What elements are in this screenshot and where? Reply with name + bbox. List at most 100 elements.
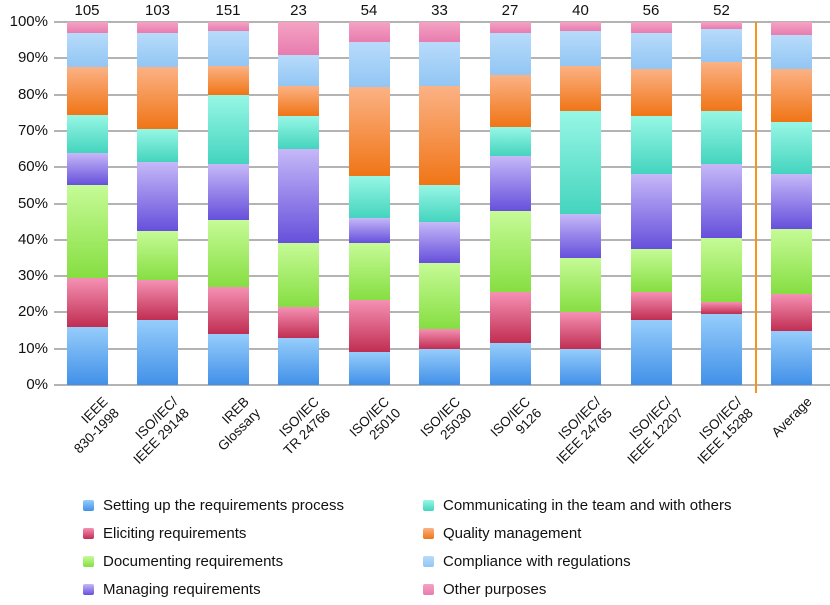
bar-segment [560, 65, 601, 111]
y-axis-tick-label: 60% [17, 158, 48, 176]
bar-segment [207, 22, 249, 32]
bar-iso-iec-ieee-24765 [560, 22, 601, 385]
bar-segment [560, 22, 601, 32]
bar-iso-iec-9126 [489, 22, 531, 385]
bar-segment [701, 301, 742, 315]
bar-segment [348, 299, 390, 353]
legend-swatch-icon [423, 499, 434, 511]
bar-segment [137, 67, 178, 130]
y-axis-tick-label: 40% [17, 230, 48, 248]
legend-column: Setting up the requirements process Elici… [83, 491, 344, 603]
average-separator-line [754, 22, 757, 393]
bar-count: 23 [290, 2, 307, 19]
bar-segment [348, 41, 390, 88]
bar-segment [630, 319, 672, 385]
bar-count: 103 [144, 2, 171, 19]
bar-segment [701, 163, 742, 238]
bar-count: 54 [360, 2, 378, 19]
bar-segment [770, 34, 812, 70]
legend-item-label: Documenting requirements [103, 552, 284, 570]
y-axis-tick-label: 20% [17, 303, 48, 321]
bar-segment [278, 22, 319, 55]
bar-segment [419, 328, 460, 349]
bar-segment [489, 127, 531, 157]
legend-swatch-icon [83, 527, 94, 539]
bar-segment [489, 292, 531, 344]
y-axis-tick-label: 70% [17, 121, 48, 139]
bar-segment [278, 149, 319, 244]
bar-segment [489, 156, 531, 211]
bar-iso-iec-ieee-15288 [701, 22, 742, 385]
legend-item: Other purposes [423, 575, 731, 603]
x-axis-category-label: IREB Glossary [203, 394, 263, 454]
x-axis-category-label: Average [769, 394, 815, 440]
bar-segment [207, 287, 249, 335]
legend-item: Setting up the requirements process [83, 491, 344, 519]
gridline [54, 21, 830, 23]
legend-item-label: Managing requirements [103, 580, 261, 598]
bar-segment [207, 94, 249, 164]
bar-segment [489, 32, 531, 75]
x-axis-category-label: ISO/IEC 25010 [347, 394, 404, 451]
bar-segment [137, 161, 178, 231]
bar-segment [419, 185, 460, 222]
bar-segment [489, 22, 531, 33]
bar-iso-iec-ieee-29148 [137, 22, 178, 385]
legend-column: Communicating in the team and with other… [423, 491, 731, 603]
bar-segment [419, 263, 460, 329]
y-axis-tick-label: 80% [17, 85, 48, 103]
x-axis-category-label: IEEE 830-1998 [60, 394, 122, 456]
bar-segment [770, 69, 812, 122]
bar-segment [278, 306, 319, 338]
bar-iso-iec-25010 [348, 22, 390, 385]
bar-segment [701, 238, 742, 302]
bar-segment [489, 343, 531, 385]
bar-segment [560, 348, 601, 385]
legend-item-label: Setting up the requirements process [103, 496, 344, 514]
bar-segment [348, 218, 390, 244]
legend-item-label: Eliciting requirements [103, 524, 247, 542]
bar-ieee-830-1998 [66, 22, 108, 385]
y-axis-tick-label: 10% [17, 339, 48, 357]
legend-swatch-icon [83, 555, 94, 567]
bar-ireb-glossary [207, 22, 249, 385]
gridline [54, 384, 830, 386]
bar-segment [701, 22, 742, 30]
bar-segment [278, 85, 319, 117]
bar-iso-iec-ieee-12207 [630, 22, 672, 385]
bar-segment [701, 61, 742, 111]
legend-item: Eliciting requirements [83, 519, 344, 547]
legend-item-label: Compliance with regulations [443, 552, 631, 570]
bar-segment [419, 221, 460, 264]
bar-segment [630, 22, 672, 33]
bar-segment [66, 152, 108, 186]
bar-count: 52 [713, 2, 730, 19]
bar-segment [489, 74, 531, 128]
legend-item: Documenting requirements [83, 547, 344, 575]
bar-segment [701, 29, 742, 62]
bar-segment [560, 110, 601, 215]
bar-segment [137, 129, 178, 162]
bar-segment [770, 330, 812, 385]
bar-average [770, 22, 812, 385]
y-axis-tick-label: 30% [17, 267, 48, 285]
bar-segment [630, 116, 672, 175]
bar-count: 105 [74, 2, 100, 19]
bar-segment [701, 314, 742, 385]
bar-segment [348, 176, 390, 219]
legend-item: Quality management [423, 519, 731, 547]
bar-segment [419, 85, 460, 186]
bar-segment [66, 326, 108, 385]
x-axis-category-label: ISO/IEC/IEEE 29148 [120, 394, 193, 467]
bar-count: 40 [572, 2, 589, 19]
legend-swatch-icon [423, 555, 434, 567]
y-axis-tick-label: 90% [17, 49, 48, 67]
bar-segment [348, 243, 390, 300]
bar-segment [630, 69, 672, 117]
bar-segment [560, 257, 601, 313]
bar-segment [348, 87, 390, 177]
bar-segment [207, 219, 249, 287]
bar-segment [419, 41, 460, 86]
bar-iso-iec-25030 [419, 22, 460, 385]
